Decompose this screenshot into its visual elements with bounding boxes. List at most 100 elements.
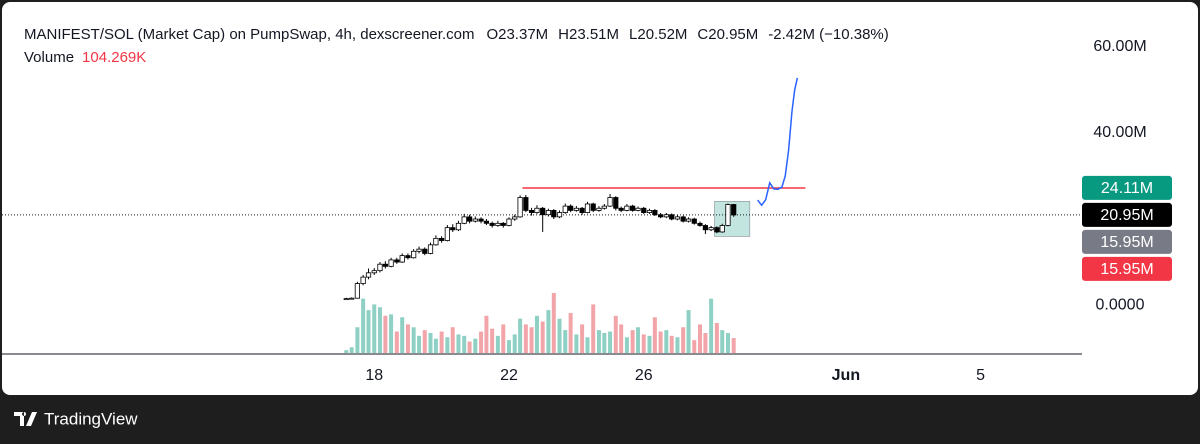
volume-bar [495, 335, 500, 353]
volume-bar [652, 317, 657, 353]
candle-body [545, 210, 552, 216]
candle-body [714, 227, 720, 233]
projection-line [757, 77, 799, 207]
chart-title: MANIFEST/SOL (Market Cap) on PumpSwap, 4… [24, 26, 474, 43]
volume-bar [636, 327, 641, 353]
candle-body [573, 207, 579, 211]
volume-bar [619, 324, 624, 353]
volume-bar [400, 317, 405, 353]
candle-body [439, 237, 445, 241]
candle-body [523, 197, 529, 211]
x-tick-label: 22 [500, 367, 518, 384]
volume-bar [501, 324, 506, 353]
candle-body [613, 197, 619, 209]
volume-bar [557, 318, 562, 353]
price-label-box [1082, 175, 1172, 200]
candle-body [416, 248, 422, 252]
candle-body [472, 218, 478, 222]
volume-bar [698, 324, 703, 353]
volume-bar [433, 338, 438, 353]
candle-body [540, 207, 546, 216]
ohlc-legend: C20.95M [697, 26, 758, 43]
candle-body [584, 203, 591, 213]
volume-title: Volume [24, 49, 74, 66]
volume-bar [596, 330, 601, 353]
candle-body [551, 210, 557, 218]
candle-body [411, 250, 417, 259]
candle-body [691, 218, 697, 224]
candle-body [354, 283, 361, 299]
candle-body [601, 205, 607, 209]
volume-bar [580, 324, 585, 353]
candle-body [596, 207, 602, 211]
volume-bar [608, 331, 613, 353]
price-label: 24.11M [1101, 180, 1153, 197]
volume-bar [686, 310, 691, 353]
candle-body [697, 222, 703, 226]
volume-bar [574, 334, 579, 353]
x-tick-label: 5 [976, 367, 985, 384]
volume-bar [389, 314, 394, 353]
volume-bar [563, 330, 568, 353]
ohlc-legend: H23.51M [558, 26, 619, 43]
volume-bar [490, 328, 495, 353]
candle-body [433, 237, 439, 246]
volume-bar [731, 338, 736, 353]
candle-body [455, 222, 462, 231]
candle-body [495, 222, 501, 226]
price-label: 15.95M [1100, 234, 1153, 251]
candle-body [399, 255, 405, 263]
volume-value: 104.269K [82, 49, 146, 66]
candle-body [562, 205, 568, 213]
volume-bar [658, 331, 663, 353]
x-tick-label: 26 [635, 367, 653, 384]
volume-bar [669, 335, 674, 353]
candle-body [422, 248, 428, 254]
candle-body [517, 197, 523, 218]
logo-icon [14, 412, 37, 426]
candle-body [685, 218, 692, 222]
volume-bar [484, 315, 489, 353]
volume-bar [349, 347, 354, 353]
volume-bar [725, 332, 730, 353]
volume-bar [456, 334, 461, 353]
volume-bar [422, 330, 427, 353]
volume-bar [462, 335, 467, 353]
candle-body [641, 207, 647, 213]
candle-body [343, 298, 349, 301]
candle-body [534, 207, 540, 213]
candle-body [590, 203, 596, 211]
chart-area [2, 2, 1198, 395]
volume-bar [551, 292, 556, 353]
volume-bar [450, 327, 455, 353]
price-label-box [1082, 256, 1172, 281]
volume-bar [529, 327, 534, 353]
candle-body [365, 272, 372, 278]
volume-bar [445, 337, 450, 353]
volume-bar [428, 332, 433, 353]
volume-bar [473, 338, 478, 353]
candle-body [630, 205, 636, 211]
volume-bar [361, 298, 366, 353]
volume-bar [377, 307, 382, 353]
volume-bar [366, 310, 371, 353]
volume-bar [411, 327, 416, 353]
y-tick-label: 40.00M [1093, 124, 1146, 141]
candle-body [725, 204, 731, 226]
volume-bar [585, 337, 590, 353]
volume-bar [439, 331, 444, 353]
volume-bar [709, 298, 714, 353]
volume-bar [630, 330, 635, 353]
candle-body [674, 216, 681, 220]
price-label-box [1082, 202, 1172, 227]
candle-body [607, 197, 613, 207]
volume-bar [664, 330, 669, 353]
candle-body [568, 205, 574, 211]
candle-body [556, 212, 563, 218]
volume-bar [720, 330, 725, 353]
volume-bar [512, 334, 517, 353]
candle-body [444, 227, 450, 241]
volume-bar [602, 332, 607, 353]
candle-body [657, 214, 664, 218]
